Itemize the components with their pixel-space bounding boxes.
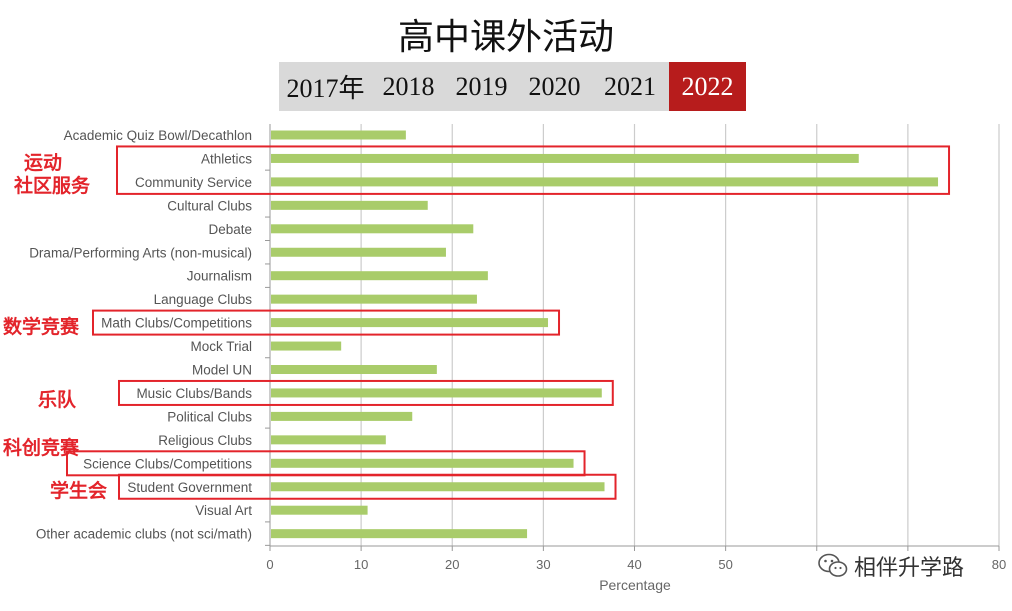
annotation-athletics: 运动 [24, 152, 63, 174]
watermark-text: 相伴升学路 [854, 556, 965, 581]
bar [271, 153, 859, 163]
annotation-math: 数学竞赛 [3, 316, 80, 338]
x-tick-label: 80 [992, 557, 1006, 572]
bar [271, 365, 437, 374]
category-label: Language Clubs [154, 292, 253, 307]
category-label: Music Clubs/Bands [136, 386, 252, 401]
bar [271, 482, 605, 492]
highlight-box [92, 309, 561, 336]
category-label: Religious Clubs [158, 433, 252, 448]
highlight-box [118, 379, 614, 406]
tab-2021[interactable]: 2021 [604, 71, 656, 101]
category-label: Student Government [127, 480, 252, 495]
x-tick-label: 10 [354, 557, 368, 572]
category-label: Academic Quiz Bowl/Decathlon [64, 128, 252, 143]
category-label: Model UN [192, 363, 252, 378]
annotation-science: 科创竞赛 [3, 437, 80, 459]
bar [271, 318, 549, 328]
tab-2020[interactable]: 2020 [528, 71, 581, 101]
bar [271, 224, 474, 234]
x-tick-label: 0 [266, 557, 273, 572]
x-tick-label: 20 [445, 557, 459, 572]
bar [271, 130, 406, 140]
annotation-music: 乐队 [38, 389, 77, 411]
x-axis-title: Percentage [599, 577, 671, 593]
tab-2018[interactable]: 2018 [382, 71, 435, 101]
annotation-community-service: 社区服务 [14, 175, 91, 197]
bar [271, 271, 488, 281]
category-label: Mock Trial [190, 339, 252, 354]
category-label: Visual Art [195, 503, 252, 518]
annotation-student-government: 学生会 [50, 480, 108, 502]
bar [271, 247, 446, 257]
category-label: Other academic clubs (not sci/math) [36, 527, 252, 542]
tab-2022[interactable]: 2022 [669, 62, 746, 111]
bar [271, 388, 602, 398]
category-label: Math Clubs/Competitions [101, 316, 252, 331]
watermark: 相伴升学路 [818, 550, 964, 582]
year-tabs: 2017年 2018 2019 2020 2021 2022 [279, 62, 746, 111]
highlight-box [116, 145, 951, 195]
category-label: Science Clubs/Competitions [83, 456, 252, 471]
bar [271, 341, 342, 351]
category-label: Political Clubs [167, 409, 252, 424]
category-label: Cultural Clubs [167, 198, 252, 213]
highlight-box [118, 473, 617, 500]
bar [271, 435, 386, 445]
bar [271, 458, 574, 468]
bar [271, 294, 477, 304]
x-tick-label: 40 [627, 557, 641, 572]
category-label: Journalism [187, 269, 252, 284]
tab-2017[interactable]: 2017年 [286, 74, 365, 103]
bar [271, 200, 428, 210]
bar [271, 177, 939, 187]
tab-2019[interactable]: 2019 [455, 71, 508, 101]
category-label: Athletics [201, 151, 252, 166]
wechat-icon [818, 553, 848, 577]
bar [271, 411, 413, 421]
category-label: Debate [208, 222, 252, 237]
x-tick-label: 50 [718, 557, 732, 572]
chart-title: 高中课外活动 [397, 17, 614, 58]
category-label: Drama/Performing Arts (non-musical) [29, 245, 252, 260]
bar [271, 529, 528, 539]
x-tick-label: 30 [536, 557, 550, 572]
category-label: Community Service [135, 175, 252, 190]
bar [271, 505, 368, 515]
